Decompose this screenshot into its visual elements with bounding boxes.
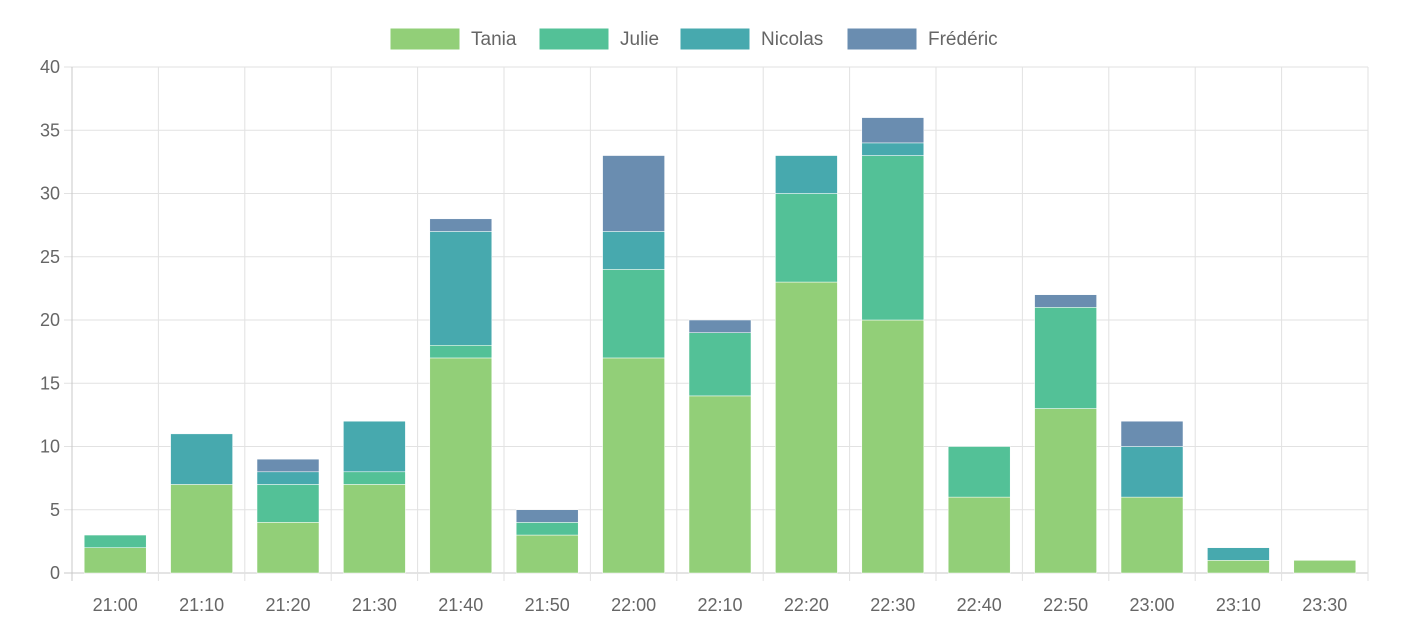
bar-nicolas-2230 <box>861 142 925 156</box>
legend-swatch <box>389 27 461 51</box>
bar-nicolas-2220 <box>775 155 838 194</box>
bar-frederic-2250 <box>1034 294 1097 308</box>
legend-item-2: Nicolas <box>679 27 823 51</box>
bar-tania-2230 <box>861 319 925 574</box>
bar-tania-2330 <box>1293 560 1357 574</box>
bar-tania-2250 <box>1034 408 1097 574</box>
bar-julie-2210 <box>688 332 752 397</box>
y-tick-label: 25 <box>40 247 60 267</box>
y-tick-label: 30 <box>40 184 60 204</box>
legend-item-3: Frédéric <box>846 27 998 51</box>
legend: Tania Julie Nicolas Frédéric <box>389 27 998 51</box>
bar-tania-2200 <box>602 357 665 574</box>
x-tick-label: 22:40 <box>957 595 1002 615</box>
bar-julie-2140 <box>429 345 493 359</box>
bar-tania-2140 <box>429 357 493 574</box>
bar-julie-2130 <box>343 471 406 485</box>
legend-item-1: Julie <box>538 27 659 51</box>
bar-tania-2310 <box>1207 560 1270 574</box>
bar-tania-2110 <box>170 484 233 574</box>
legend-label: Nicolas <box>761 29 823 50</box>
x-tick-label: 23:10 <box>1216 595 1261 615</box>
bar-tania-2120 <box>256 522 320 574</box>
bar-nicolas-2120 <box>256 471 320 485</box>
x-tick-label: 23:30 <box>1302 595 1347 615</box>
bar-tania-2150 <box>515 534 579 574</box>
x-tick-label: 21:50 <box>525 595 570 615</box>
x-tick-label: 23:00 <box>1129 595 1174 615</box>
bar-nicolas-2140 <box>429 231 493 346</box>
legend-item-0: Tania <box>389 27 517 51</box>
bar-frederic-2200 <box>602 155 665 232</box>
bar-frederic-2150 <box>515 509 579 523</box>
legend-label: Julie <box>620 29 659 50</box>
bar-frederic-2120 <box>256 458 320 473</box>
bar-tania-2240 <box>947 496 1011 574</box>
bar-julie-2220 <box>775 193 838 283</box>
bar-julie-2100 <box>83 534 147 548</box>
bar-frederic-2210 <box>688 319 752 333</box>
axes: 0 5 10 15 20 25 30 35 40 21:00 21:10 21:20 21:30 21:4… <box>40 57 1347 615</box>
bar-julie-2150 <box>515 522 579 536</box>
y-tick-label: 20 <box>40 310 60 330</box>
y-tick-label: 15 <box>40 373 60 393</box>
bar-frederic-2300 <box>1120 420 1184 447</box>
bar-julie-2120 <box>256 484 320 523</box>
x-tick-label: 21:10 <box>179 595 224 615</box>
legend-label: Frédéric <box>928 29 998 50</box>
y-tick-label: 40 <box>40 57 60 77</box>
bar-nicolas-2300 <box>1120 446 1184 498</box>
bar-nicolas-2110 <box>170 433 233 485</box>
x-tick-label: 21:00 <box>93 595 138 615</box>
bar-nicolas-2310 <box>1207 547 1270 561</box>
bar-tania-2300 <box>1120 496 1184 574</box>
bar-tania-2210 <box>688 395 752 574</box>
legend-label: Tania <box>471 29 517 50</box>
x-tick-label: 21:20 <box>265 595 310 615</box>
legend-swatch <box>679 27 751 51</box>
bars <box>83 117 1357 574</box>
y-tick-label: 5 <box>50 500 60 520</box>
x-tick-label: 22:10 <box>697 595 742 615</box>
x-tick-label: 22:00 <box>611 595 656 615</box>
bar-tania-2220 <box>775 281 838 574</box>
bar-frederic-2140 <box>429 218 493 232</box>
bar-julie-2240 <box>947 446 1011 498</box>
bar-nicolas-2130 <box>343 420 406 473</box>
x-tick-label: 21:30 <box>352 595 397 615</box>
grid <box>64 66 1369 581</box>
bar-tania-2100 <box>83 547 147 574</box>
bar-julie-2230 <box>861 155 925 321</box>
bar-frederic-2230 <box>861 117 925 144</box>
y-tick-label: 35 <box>40 120 60 140</box>
bar-julie-2250 <box>1034 307 1097 409</box>
x-tick-label: 22:30 <box>870 595 915 615</box>
y-tick-label: 10 <box>40 437 60 457</box>
x-tick-label: 22:50 <box>1043 595 1088 615</box>
y-tick-label: 0 <box>50 563 60 583</box>
x-tick-label: 22:20 <box>784 595 829 615</box>
bar-julie-2200 <box>602 269 665 359</box>
legend-swatch <box>846 27 918 51</box>
x-tick-label: 21:40 <box>438 595 483 615</box>
bar-nicolas-2200 <box>602 231 665 270</box>
legend-swatch <box>538 27 610 51</box>
bar-tania-2130 <box>343 484 406 574</box>
